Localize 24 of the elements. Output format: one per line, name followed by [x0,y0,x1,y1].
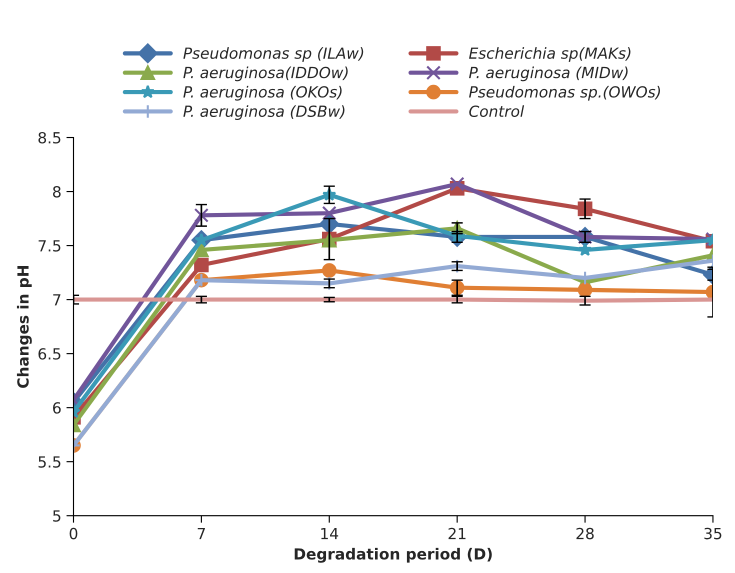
y-tick-label: 8.5 [38,132,60,144]
x-tick-label: 14 [321,528,338,540]
x-axis-title: Degradation period (D) [294,548,492,563]
legend-label: P. aeruginosa (DSBw) [183,105,344,120]
legend-label: Pseudomonas sp.(OWOs) [469,86,660,101]
y-tick-label: 5.5 [38,456,60,468]
legend-label: Pseudomonas sp (ILAw) [183,47,364,62]
y-tick-label: 6 [53,402,61,414]
x-tick-label: 35 [704,528,722,540]
y-tick-label: 7.5 [38,240,60,252]
y-tick-label: 7 [53,294,60,306]
y-tick-label: 5 [53,510,60,522]
legend-label: Escherichia sp(MAKs) [469,47,630,62]
legend-label: Control [469,105,524,118]
x-tick-label: 21 [448,528,466,540]
y-axis-title: Changes in pH [16,266,32,388]
x-tick-label: 28 [576,528,594,540]
x-tick-label: 7 [198,528,205,540]
y-tick-label: 6.5 [38,348,60,360]
legend-label: P. aeruginosa (OKOs) [183,86,342,101]
legend-label: P. aeruginosa(IDDOw) [183,66,348,82]
y-tick-label: 8 [53,186,61,198]
x-tick-label: 0 [70,528,78,540]
legend-label: P. aeruginosa (MIDw) [469,66,628,82]
